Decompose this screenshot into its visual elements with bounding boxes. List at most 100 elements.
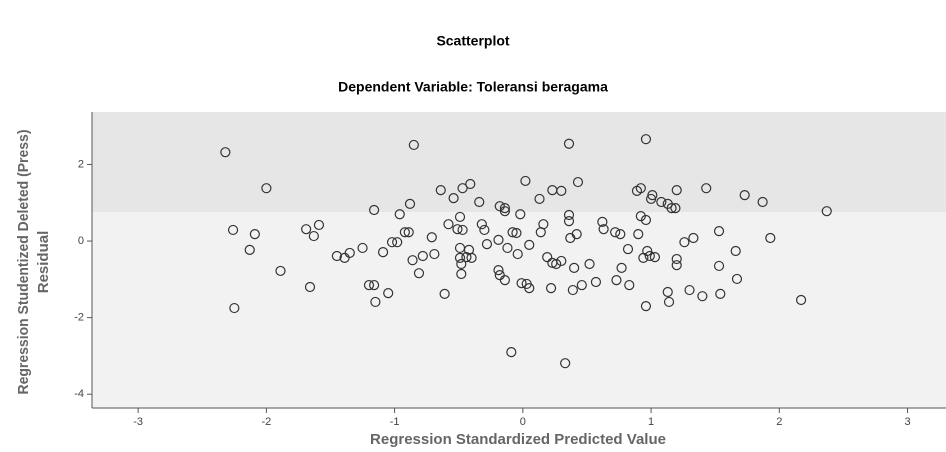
point <box>502 242 513 254</box>
point <box>534 193 545 205</box>
point <box>383 288 394 299</box>
point <box>499 206 510 217</box>
y-tick-label: -4 <box>74 388 84 400</box>
point <box>465 178 476 190</box>
point <box>394 209 405 220</box>
point <box>662 286 673 298</box>
point <box>515 209 526 220</box>
point <box>633 229 644 240</box>
point <box>506 346 517 358</box>
point <box>399 227 410 238</box>
point <box>456 258 467 270</box>
point <box>249 229 260 240</box>
point <box>524 239 535 250</box>
point <box>569 262 580 273</box>
point <box>640 301 652 312</box>
point <box>739 189 750 201</box>
point <box>454 252 466 263</box>
point <box>386 237 398 248</box>
point <box>463 244 475 255</box>
point <box>392 237 403 248</box>
point <box>403 227 414 238</box>
y-tick-label: 2 <box>78 158 84 170</box>
point <box>642 245 653 257</box>
point <box>663 296 675 308</box>
point <box>220 147 231 158</box>
point <box>671 185 682 196</box>
point <box>697 291 708 302</box>
point <box>538 219 549 230</box>
point <box>369 204 380 216</box>
point <box>507 227 518 238</box>
point <box>308 230 319 242</box>
point <box>301 224 312 235</box>
point <box>757 196 768 208</box>
point <box>404 198 416 210</box>
point <box>731 273 743 285</box>
point <box>227 224 239 236</box>
point <box>571 229 582 240</box>
point <box>563 209 575 221</box>
point <box>713 260 725 272</box>
x-tick-label: 2 <box>776 416 782 428</box>
point <box>635 211 646 222</box>
point <box>520 175 531 187</box>
point <box>713 225 725 237</box>
point <box>615 229 626 240</box>
point <box>545 283 557 294</box>
y-axis-label: Residual <box>35 231 52 294</box>
point <box>666 203 677 214</box>
point <box>563 216 575 227</box>
point <box>576 279 587 291</box>
point <box>479 224 490 236</box>
point <box>796 294 807 306</box>
point <box>493 234 504 245</box>
point <box>426 232 437 243</box>
point <box>556 185 567 196</box>
point <box>679 237 690 248</box>
point <box>563 138 575 149</box>
point <box>511 227 522 239</box>
point <box>369 279 380 291</box>
point <box>313 219 325 231</box>
point <box>542 252 553 263</box>
point <box>261 183 272 194</box>
point <box>448 193 459 204</box>
point <box>452 224 463 235</box>
point <box>640 134 652 145</box>
point <box>377 247 389 258</box>
point <box>443 219 454 230</box>
y-tick-label: -2 <box>74 312 84 324</box>
point <box>413 268 425 279</box>
point <box>598 224 609 235</box>
x-tick-label: 1 <box>648 416 654 428</box>
x-axis-label: Regression Standardized Predicted Value <box>370 431 666 448</box>
point <box>275 265 286 277</box>
point <box>499 275 510 286</box>
point <box>304 281 316 293</box>
point <box>408 139 419 151</box>
point <box>435 185 446 196</box>
point <box>474 196 485 208</box>
point <box>688 232 699 244</box>
point <box>461 252 472 263</box>
point <box>229 302 240 314</box>
point <box>476 219 487 230</box>
point <box>363 279 375 291</box>
point <box>765 232 776 244</box>
point <box>730 245 741 257</box>
chart-subtitle: Dependent Variable: Toleransi beragama <box>338 79 608 95</box>
y-tick-label: 0 <box>78 235 84 247</box>
point <box>649 252 661 263</box>
point <box>671 260 682 271</box>
plot-band <box>92 112 946 212</box>
point <box>584 258 595 270</box>
point <box>344 247 355 259</box>
point <box>624 279 635 291</box>
x-tick-label: 0 <box>520 416 526 428</box>
y-axis-label: Regression Studentized Deleted (Press) <box>15 130 32 395</box>
point <box>481 239 493 250</box>
point <box>616 262 627 273</box>
point <box>640 214 652 226</box>
